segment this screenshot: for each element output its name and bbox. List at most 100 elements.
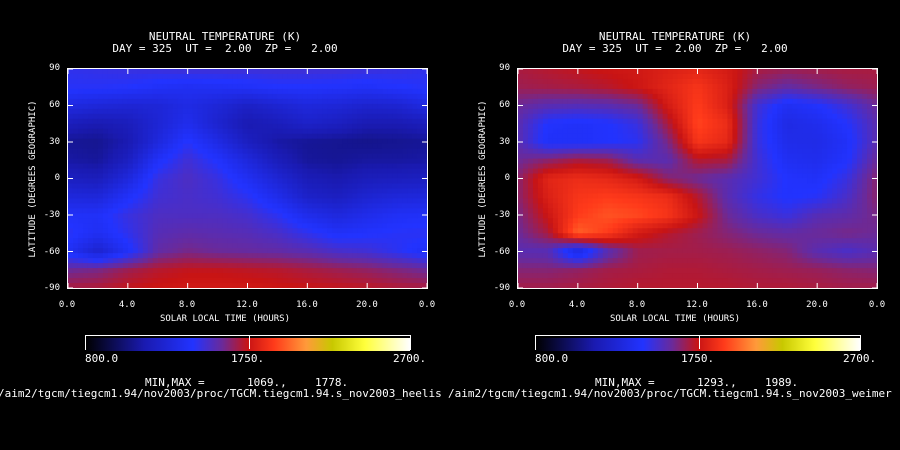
heatmap-cell (237, 148, 244, 155)
heatmap-cell (257, 178, 264, 185)
heatmap-cell (652, 133, 659, 140)
heatmap-cell (422, 163, 427, 170)
heatmap-cell (352, 278, 358, 284)
heatmap-cell (167, 153, 174, 160)
heatmap-cell (752, 183, 758, 190)
heatmap-cell (392, 158, 398, 165)
heatmap-cell (567, 138, 574, 145)
heatmap-cell (422, 78, 427, 85)
heatmap-cell (267, 173, 274, 180)
heatmap-cell (797, 93, 803, 100)
heatmap-cell (652, 118, 659, 125)
heatmap-cell (587, 113, 594, 120)
heatmap-cell (232, 233, 239, 239)
heatmap-cell (417, 223, 423, 229)
heatmap-cell (92, 173, 99, 180)
heatmap-cell (747, 133, 753, 140)
heatmap-cell (527, 113, 534, 120)
heatmap-cell (782, 138, 788, 145)
heatmap-cell (757, 178, 763, 185)
heatmap-cell (382, 223, 388, 229)
heatmap-cell (217, 108, 224, 115)
heatmap-cell (737, 98, 743, 105)
heatmap-cell (282, 188, 288, 195)
heatmap-cell (367, 248, 373, 254)
heatmap-cell (357, 258, 363, 264)
heatmap-cell (267, 178, 274, 185)
heatmap-cell (397, 143, 403, 150)
heatmap-cell (312, 203, 318, 209)
heatmap-cell (167, 93, 174, 100)
heatmap-cell (152, 143, 159, 150)
heatmap-cell (312, 69, 318, 75)
heatmap-cell (657, 143, 664, 150)
heatmap-cell (297, 108, 303, 115)
heatmap-cell (267, 153, 274, 160)
heatmap-cell (82, 228, 89, 234)
heatmap-cell (837, 148, 843, 155)
heatmap-cell (757, 153, 763, 160)
heatmap-cell (567, 188, 574, 195)
heatmap-cell (147, 133, 154, 140)
heatmap-cell (387, 128, 393, 135)
heatmap-cell (117, 203, 124, 209)
heatmap-cell (162, 268, 169, 274)
heatmap-cell (192, 233, 199, 239)
heatmap-cell (562, 113, 569, 120)
heatmap-cell (72, 158, 79, 165)
heatmap-cell (257, 193, 264, 200)
heatmap-cell (827, 108, 833, 115)
heatmap-cell (707, 78, 714, 85)
heatmap-cell (677, 138, 684, 145)
heatmap-cell (807, 128, 813, 135)
heatmap-cell (742, 133, 748, 140)
heatmap-cell (867, 83, 873, 90)
heatmap-cell (782, 133, 788, 140)
heatmap-cell (522, 69, 529, 75)
heatmap-cell (747, 158, 753, 165)
heatmap-cell (647, 143, 654, 150)
heatmap-cell (182, 108, 189, 115)
heatmap-cell (347, 253, 353, 259)
heatmap-cell (137, 123, 144, 130)
heatmap-cell (352, 198, 358, 204)
heatmap-cell (172, 193, 179, 200)
heatmap-cell (117, 69, 124, 75)
heatmap-cell (202, 203, 209, 209)
heatmap-cell (622, 103, 629, 110)
heatmap-cell (742, 88, 748, 95)
heatmap-cell (187, 278, 194, 284)
heatmap-cell (277, 198, 284, 204)
heatmap-cell (837, 69, 843, 75)
heatmap-cell (342, 233, 348, 239)
heatmap-cell (302, 198, 308, 204)
heatmap-cell (327, 123, 333, 130)
heatmap-cell (562, 98, 569, 105)
heatmap-cell (252, 188, 259, 195)
heatmap-cell (247, 78, 254, 85)
heatmap-cell (262, 138, 269, 145)
y-tick-label: 90 (49, 63, 60, 73)
heatmap-cell (287, 228, 293, 234)
heatmap-cell (307, 118, 313, 125)
heatmap-cell (127, 103, 134, 110)
heatmap-cell (722, 173, 729, 180)
heatmap-cell (72, 243, 79, 249)
heatmap-cell (77, 103, 84, 110)
heatmap-cell (152, 228, 159, 234)
heatmap-cell (332, 178, 338, 185)
heatmap-cell (232, 223, 239, 229)
heatmap-cell (97, 248, 104, 254)
heatmap-cell (552, 188, 559, 195)
heatmap-cell (182, 113, 189, 120)
heatmap-cell (307, 188, 313, 195)
heatmap-cell (712, 113, 719, 120)
heatmap-cell (172, 148, 179, 155)
heatmap-cell (637, 173, 644, 180)
heatmap-cell (142, 248, 149, 254)
heatmap-cell (352, 148, 358, 155)
heatmap-cell (827, 158, 833, 165)
heatmap-cell (72, 133, 79, 140)
heatmap-cell (217, 138, 224, 145)
heatmap-cell (417, 193, 423, 200)
